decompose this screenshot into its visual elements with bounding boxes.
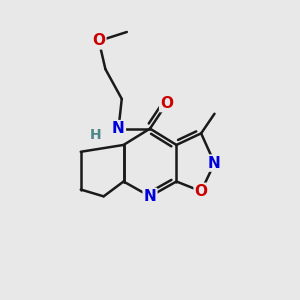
Text: H: H [90, 128, 102, 142]
Text: N: N [208, 156, 221, 171]
Text: N: N [112, 121, 125, 136]
Text: O: O [92, 33, 105, 48]
Text: N: N [144, 189, 156, 204]
Text: O: O [195, 184, 208, 199]
Text: O: O [160, 96, 173, 111]
